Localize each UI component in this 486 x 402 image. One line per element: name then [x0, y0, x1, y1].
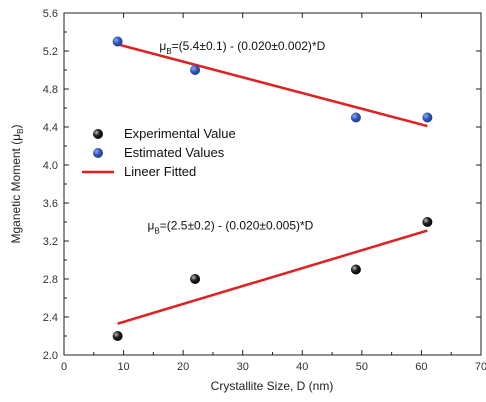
- fit-equation: μB=(2.5±0.2) - (0.020±0.005)*D: [148, 219, 314, 236]
- series-layer: [112, 36, 433, 341]
- y-tick-label: 5.6: [43, 8, 58, 20]
- legend-marker: [93, 129, 103, 139]
- experimental-point: [190, 274, 201, 284]
- experimental-point: [350, 264, 361, 275]
- annotation-layer: μB=(5.4±0.1) - (0.020±0.002)*DμB=(2.5±0.…: [148, 39, 326, 236]
- fit-equation: μB=(5.4±0.1) - (0.020±0.002)*D: [159, 39, 325, 56]
- y-axis-title: Mganetic Moment (μB): [9, 125, 25, 244]
- y-axis-title-sub: B: [16, 129, 25, 134]
- x-tick-label: 0: [61, 361, 67, 373]
- fit-equation-subscript: B: [154, 227, 159, 236]
- x-tick-label: 40: [296, 361, 308, 373]
- y-tick-label: 2.4: [43, 312, 58, 324]
- plot-frame: [63, 12, 482, 356]
- x-tick-label: 60: [415, 361, 427, 373]
- fit-equation-mu: μ: [159, 39, 166, 53]
- y-tick-label: 3.2: [43, 236, 58, 248]
- fit-line: [117, 43, 428, 128]
- x-tick-label: 70: [475, 361, 486, 373]
- fit-equation-body: =(5.4±0.1) - (0.020±0.002)*D: [172, 39, 326, 53]
- legend-marker: [93, 148, 103, 158]
- legend-label: Experimental Value: [124, 126, 236, 141]
- y-axis-title-main: Mganetic Moment (μ: [9, 134, 23, 244]
- experimental-point: [422, 217, 433, 227]
- y-axis-title-close: ): [9, 125, 23, 129]
- experimental-point: [112, 331, 123, 341]
- estimated-point: [190, 65, 201, 75]
- x-tick-label: 10: [117, 361, 129, 373]
- fit-equation-subscript: B: [166, 47, 171, 56]
- x-axis-ticks: 0 10 20 30 40 50 60 70: [61, 13, 486, 373]
- fit-equation-body: =(2.5±0.2) - (0.020±0.005)*D: [160, 219, 314, 233]
- y-axis-ticks: 2.0 2.4 2.8 3.2 3.6 4.0 4.4 4.8 5.2 5.6: [43, 8, 481, 362]
- y-tick-label: 3.6: [43, 198, 58, 210]
- y-tick-label: 2.0: [43, 350, 58, 362]
- y-tick-label: 4.0: [43, 160, 58, 172]
- estimated-point: [112, 36, 123, 47]
- y-tick-label: 5.2: [43, 46, 58, 58]
- legend-label: Estimated Values: [124, 145, 225, 160]
- estimated-point: [422, 112, 433, 123]
- y-tick-label: 4.4: [43, 122, 58, 134]
- x-tick-label: 20: [177, 361, 189, 373]
- x-tick-label: 30: [237, 361, 249, 373]
- y-tick-label: 2.8: [43, 274, 58, 286]
- legend-label: Lineer Fitted: [124, 164, 196, 179]
- x-tick-label: 50: [356, 361, 368, 373]
- legend: Experimental Value Estimated Values Lineer…: [82, 126, 236, 179]
- x-axis-title: Crystallite Size, D (nm): [211, 379, 334, 393]
- fit-line: [117, 229, 428, 325]
- fit-equation-mu: μ: [148, 219, 155, 233]
- y-tick-label: 4.8: [43, 84, 58, 96]
- estimated-point: [350, 112, 361, 123]
